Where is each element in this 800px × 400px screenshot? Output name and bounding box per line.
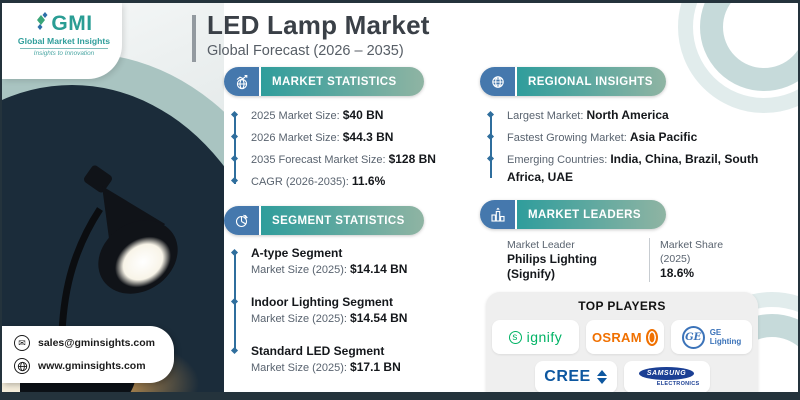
pie-chart-icon xyxy=(224,206,261,235)
section-heading: SEGMENT STATISTICS xyxy=(261,206,424,235)
osram-ball-icon xyxy=(645,328,658,346)
divider xyxy=(649,238,651,282)
market-leaders-header: MARKET LEADERS xyxy=(480,200,666,229)
market-leader-label: Market Leader xyxy=(507,239,575,251)
contact-email[interactable]: sales@gminsights.com xyxy=(38,337,156,349)
list-item: Largest Market: North America xyxy=(488,105,760,127)
globe-trend-icon xyxy=(224,67,261,96)
list-item: CAGR (2026-2035): 11.6% xyxy=(232,171,470,193)
market-statistics-list: 2025 Market Size: $40 BN 2026 Market Siz… xyxy=(232,105,470,193)
market-share-label: Market Share (2025) xyxy=(660,239,724,265)
globe-icon xyxy=(14,358,30,374)
contact-website[interactable]: www.gminsights.com xyxy=(38,360,146,372)
page-title: LED Lamp Market xyxy=(207,10,430,40)
diamonds-icon xyxy=(35,11,48,36)
section-heading: MARKET LEADERS xyxy=(517,200,666,229)
player-chip-signify: s ignify xyxy=(492,320,579,354)
market-leader-value: Philips Lighting (Signify) xyxy=(507,252,597,281)
envelope-icon: ✉ xyxy=(14,335,30,351)
top-players-heading: TOP PLAYERS xyxy=(578,299,666,313)
list-item: 2026 Market Size: $44.3 BN xyxy=(232,127,470,149)
title-accent-bar xyxy=(192,15,196,62)
page-title-block: LED Lamp Market Global Forecast (2026 – … xyxy=(192,10,430,62)
market-leader-info: Market Leader Philips Lighting (Signify)… xyxy=(507,238,760,282)
player-chip-osram: OSRAM xyxy=(585,320,664,354)
top-players-card: TOP PLAYERS s ignify OSRAM GE GE Lighting … xyxy=(486,292,758,392)
brand-logo-card: GMI Global Market Insights Insights to I… xyxy=(2,3,122,79)
contact-email-row[interactable]: ✉ sales@gminsights.com xyxy=(14,335,164,351)
section-heading: REGIONAL INSIGHTS xyxy=(517,67,666,96)
globe-icon xyxy=(480,67,517,96)
list-item: Standard LED Segment Market Size (2025):… xyxy=(232,343,470,377)
brand-tagline: Insights to Innovation xyxy=(33,50,95,57)
regional-insights-header: REGIONAL INSIGHTS xyxy=(480,67,666,96)
list-item: 2035 Forecast Market Size: $128 BN xyxy=(232,149,470,171)
cree-symbol-icon xyxy=(596,370,607,384)
market-share-value: 18.6% xyxy=(660,266,695,280)
ge-monogram-icon: GE xyxy=(681,325,705,349)
left-column: MARKET STATISTICS 2025 Market Size: $40 … xyxy=(224,67,470,392)
player-chip-cree: CREE xyxy=(534,361,617,392)
contact-website-row[interactable]: www.gminsights.com xyxy=(14,358,164,374)
page-subtitle: Global Forecast (2026 – 2035) xyxy=(207,43,404,60)
list-item: Emerging Countries: India, China, Brazil… xyxy=(488,149,760,187)
player-chip-ge-lighting: GE GE Lighting xyxy=(670,320,752,354)
list-item: Indoor Lighting Segment Market Size (202… xyxy=(232,294,470,328)
contact-card: ✉ sales@gminsights.com www.gminsights.co… xyxy=(2,326,174,383)
player-chip-samsung: SAMSUNG ELECTRONICS xyxy=(623,361,710,392)
brand-name: Global Market Insights xyxy=(17,36,111,46)
list-item: A-type Segment Market Size (2025): $14.1… xyxy=(232,245,470,279)
right-column: REGIONAL INSIGHTS Largest Market: North … xyxy=(480,67,760,392)
podium-icon xyxy=(480,200,517,229)
section-heading: MARKET STATISTICS xyxy=(261,67,424,96)
list-item: 2025 Market Size: $40 BN xyxy=(232,105,470,127)
segment-statistics-list: A-type Segment Market Size (2025): $14.1… xyxy=(232,245,470,377)
segment-statistics-header: SEGMENT STATISTICS xyxy=(224,206,424,235)
brand-logo-text: GMI xyxy=(51,11,93,35)
market-statistics-header: MARKET STATISTICS xyxy=(224,67,424,96)
list-item: Fastest Growing Market: Asia Pacific xyxy=(488,127,760,149)
regional-insights-list: Largest Market: North America Fastest Gr… xyxy=(488,105,760,187)
